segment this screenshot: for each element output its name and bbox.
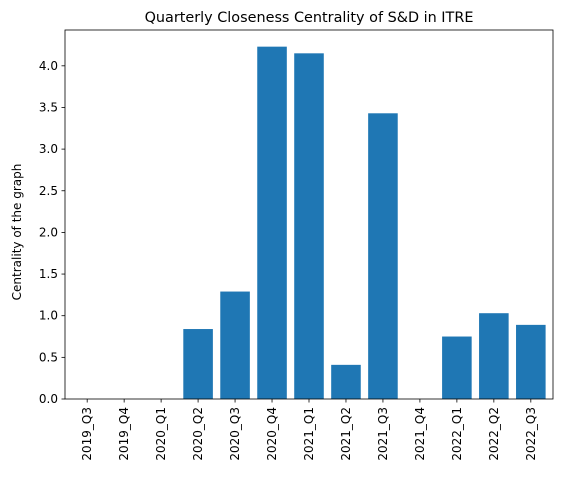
- y-tick-label: 3.0: [39, 142, 58, 156]
- y-tick-label: 4.0: [39, 59, 58, 73]
- y-tick-label: 0.5: [39, 350, 58, 364]
- y-tick-label: 1.0: [39, 309, 58, 323]
- x-tick-label: 2020_Q3: [228, 407, 242, 461]
- bar-2022_Q2: [479, 313, 509, 399]
- x-tick-label: 2022_Q3: [524, 407, 538, 461]
- x-tick-label: 2021_Q1: [302, 407, 316, 461]
- x-tick-label: 2020_Q1: [154, 407, 168, 461]
- y-tick-label: 2.0: [39, 225, 58, 239]
- x-tick-label: 2022_Q1: [450, 407, 464, 461]
- y-axis-ticks: 0.0 0.5 1.0 1.5 2.0 2.5 3.0 3.5 4.0: [39, 59, 65, 406]
- bars-group: [183, 46, 546, 399]
- x-tick-label: 2019_Q4: [117, 407, 131, 461]
- x-axis-ticks: 2019_Q3 2019_Q4 2020_Q1 2020_Q2 2020_Q3 2020_…: [80, 399, 538, 461]
- y-axis-label: Centrality of the graph: [10, 164, 24, 301]
- x-tick-label: 2021_Q3: [376, 407, 390, 461]
- x-tick-label: 2021_Q4: [413, 407, 427, 461]
- y-tick-label: 1.5: [39, 267, 58, 281]
- y-tick-label: 0.0: [39, 392, 58, 406]
- y-tick-label: 2.5: [39, 184, 58, 198]
- bar-2022_Q1: [442, 336, 472, 399]
- chart-title: Quarterly Closeness Centrality of S&D in…: [145, 10, 474, 26]
- bar-2020_Q3: [220, 291, 250, 399]
- bar-2020_Q2: [183, 329, 213, 399]
- bar-2022_Q3: [516, 324, 546, 399]
- x-tick-label: 2019_Q3: [80, 407, 94, 461]
- plot-area-frame: [64, 29, 554, 400]
- y-tick-label: 3.5: [39, 100, 58, 114]
- x-tick-label: 2020_Q2: [191, 407, 205, 461]
- x-tick-label: 2021_Q2: [339, 407, 353, 461]
- bar-2020_Q4: [257, 46, 287, 399]
- bar-2021_Q2: [331, 364, 361, 399]
- bar-2021_Q3: [368, 113, 398, 399]
- bar-2021_Q1: [294, 53, 324, 399]
- x-tick-label: 2020_Q4: [265, 407, 279, 461]
- x-tick-label: 2022_Q2: [487, 407, 501, 461]
